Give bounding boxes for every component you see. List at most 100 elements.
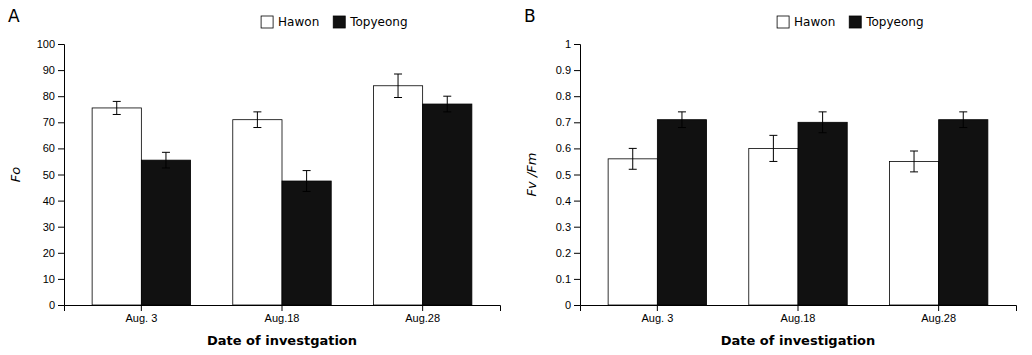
x-tick: Aug. 3 [125,305,157,324]
y-tick-mark [574,201,580,202]
x-axis-line [65,306,501,312]
bar [141,160,190,305]
y-tick: 0 [565,299,580,311]
y-tick: 60 [43,142,64,154]
y-tick: 0.6 [556,142,580,154]
panel-label: A [8,6,20,26]
error-bar-line [394,74,402,97]
y-tick: 50 [43,169,64,181]
legend-label: Topyeong [865,15,923,29]
x-tick-mark [938,305,939,311]
y-tick-mark [58,148,64,149]
legend-swatch [849,16,861,28]
bar [749,148,798,305]
x-tick-label: Aug.28 [405,312,440,324]
y-tick-label: 0.1 [556,273,571,285]
y-tick-mark [58,253,64,254]
y-axis-title: Fv /Fm [524,153,539,197]
y-tick-mark [58,279,64,280]
bar [233,120,282,305]
y-tick: 90 [43,64,64,76]
y-tick-label: 0.4 [556,195,571,207]
y-tick-mark [574,253,580,254]
error-bar-line [443,96,451,112]
x-tick-label: Aug.18 [781,312,816,324]
y-tick-mark [58,70,64,71]
y-tick-label: 0.5 [556,169,571,181]
plot-area [92,74,472,305]
bar [423,104,472,305]
bar [939,120,988,305]
y-tick: 0 [49,299,64,311]
y-tick: 0.4 [556,195,580,207]
legend-item: Hawon [777,15,835,29]
error-bar [253,112,261,128]
legend-item: Topyeong [333,15,407,29]
error-bar [629,148,637,169]
error-bar [162,152,170,168]
y-tick-label: 50 [43,169,55,181]
y-tick: 10 [43,273,64,285]
y-tick-mark [574,44,580,45]
y-tick-mark [574,148,580,149]
error-bar [959,112,967,128]
series [657,112,988,305]
y-tick: 100 [37,38,64,50]
panel: 00.10.20.30.40.50.60.70.80.91Aug. 3Aug.1… [524,6,1017,348]
x-axis-title: Date of investigation [721,333,876,348]
y-tick-mark [58,175,64,176]
legend-label: Topyeong [349,15,407,29]
bar [282,181,331,305]
panel-label: B [524,6,536,26]
y-tick-mark [574,122,580,123]
x-tick: Aug.18 [781,305,816,324]
y-tick-mark [574,305,580,306]
y-tick: 0.7 [556,116,580,128]
y-tick-mark [58,305,64,306]
y-tick-mark [58,96,64,97]
x-tick-label: Aug. 3 [641,312,673,324]
error-bar [819,112,827,133]
legend-item: Hawon [261,15,319,29]
y-tick-label: 60 [43,142,55,154]
error-bar [113,101,121,114]
error-bar-line [819,112,827,133]
legend-swatch [261,16,273,28]
error-bar-line [959,112,967,128]
x-axis-line [581,306,1017,312]
series [141,96,472,305]
y-tick-mark [574,96,580,97]
y-tick: 70 [43,116,64,128]
y-tick-label: 20 [43,247,55,259]
legend-swatch [777,16,789,28]
y-tick-label: 0.7 [556,116,571,128]
error-bar-line [629,148,637,169]
x-tick-mark [422,305,423,311]
y-tick: 20 [43,247,64,259]
y-tick-mark [574,70,580,71]
y-tick: 0.2 [556,247,580,259]
error-bar-line [678,112,686,128]
x-tick: Aug. 3 [641,305,673,324]
y-tick-label: 30 [43,221,55,233]
y-tick: 0.5 [556,169,580,181]
x-tick-label: Aug.18 [265,312,300,324]
y-axis-line [58,45,65,306]
bar [657,120,706,305]
error-bar [910,151,918,172]
y-tick-label: 10 [43,273,55,285]
legend-label: Hawon [794,15,835,29]
legend-label: Hawon [278,15,319,29]
y-tick-label: 0.6 [556,142,571,154]
error-bar-line [253,112,261,128]
y-tick: 30 [43,221,64,233]
y-tick-mark [574,227,580,228]
x-tick: Aug.18 [265,305,300,324]
x-tick-label: Aug.28 [921,312,956,324]
chart-svg: 0102030405060708090100Aug. 3Aug.18Aug.28… [0,0,1032,355]
error-bar [443,96,451,112]
plot-area [608,112,988,305]
y-axis-line [574,45,581,306]
y-tick-label: 0 [49,299,55,311]
y-tick: 0.3 [556,221,580,233]
